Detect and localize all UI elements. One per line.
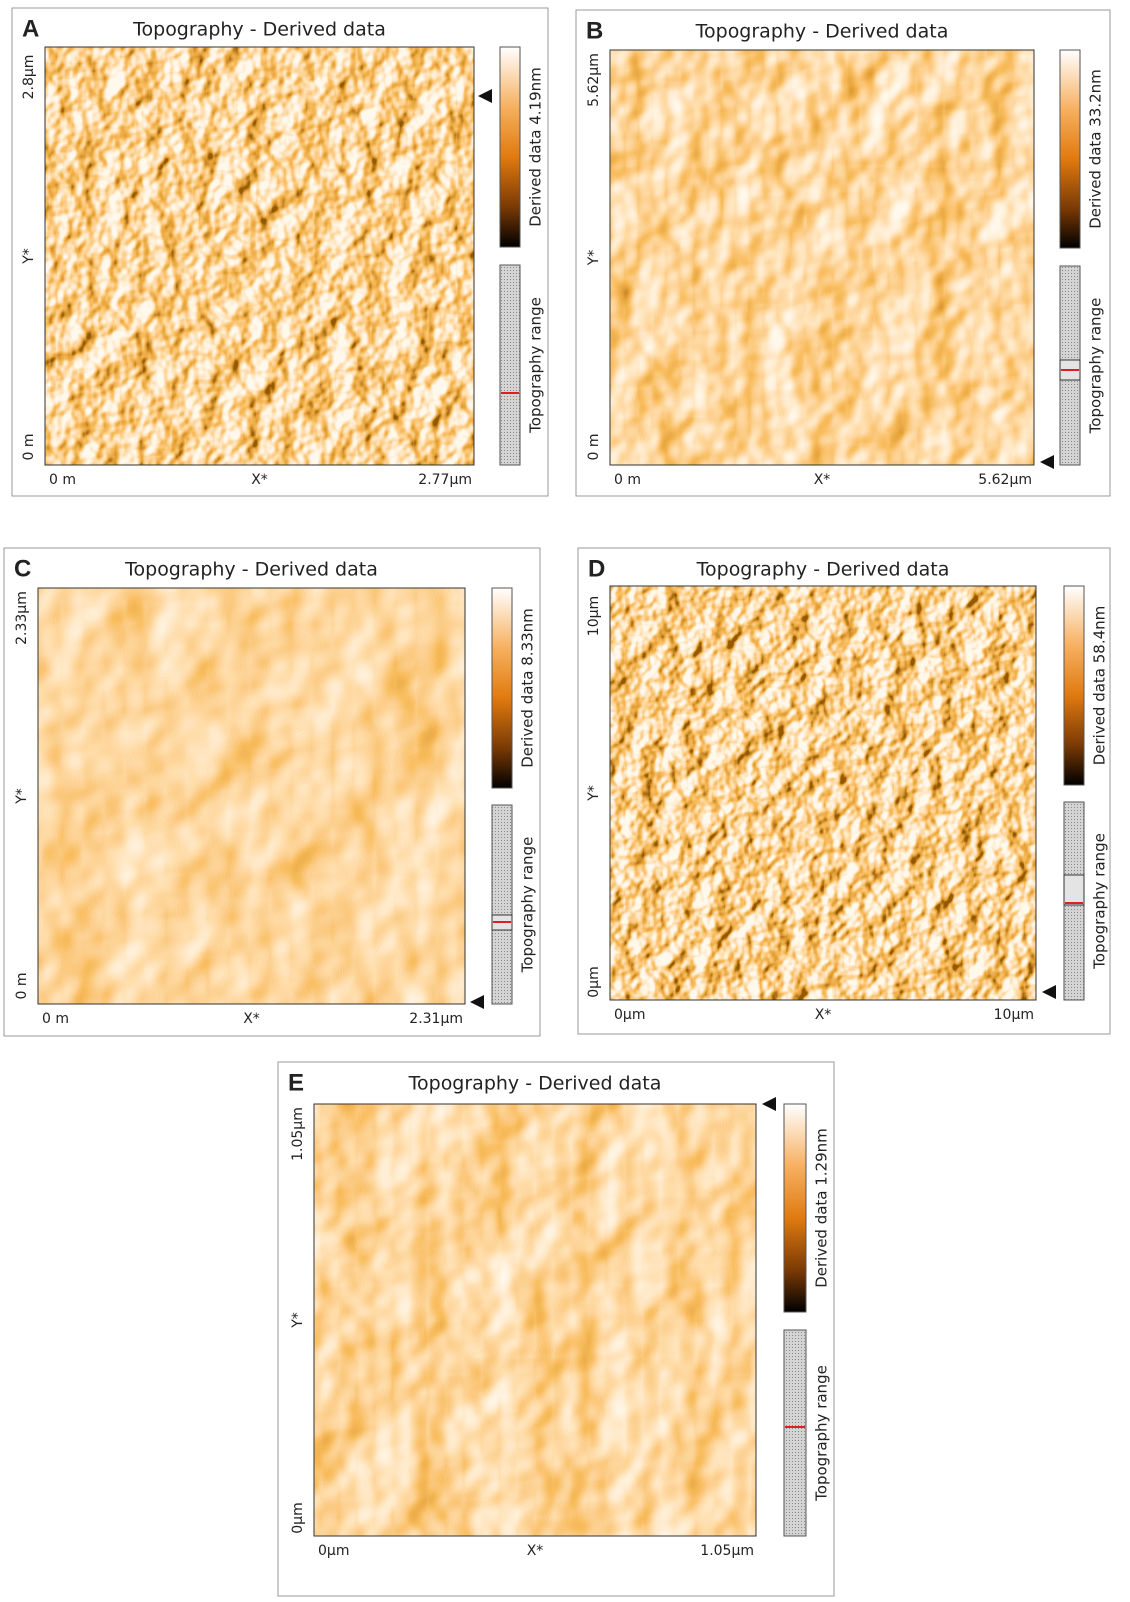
y-axis-label: 10µm <box>586 596 602 636</box>
range-bar <box>783 1329 807 1537</box>
panel: C Topography - Derived data 2.33µm Y* 0 m 0 m… <box>3 547 541 1037</box>
y-axis-label: 2.8µm <box>21 55 37 100</box>
panel-label: A <box>22 15 39 42</box>
image-border <box>609 49 1035 466</box>
colorbar <box>783 1103 807 1313</box>
y-axis-label: 0 m <box>21 434 37 461</box>
x-axis-label: 1.05µm <box>700 1543 754 1559</box>
y-axis-label: Y* <box>14 788 30 805</box>
afm-image <box>45 47 474 465</box>
range-label: Topography range <box>1087 298 1105 435</box>
y-axis-label: 0 m <box>586 434 602 461</box>
x-axis-label: 0µm <box>614 1007 645 1023</box>
y-axis-label: 0µm <box>586 966 602 997</box>
panel: E Topography - Derived data 1.05µm Y* 0µm 0µm… <box>277 1061 835 1597</box>
x-axis-label: 0 m <box>42 1011 69 1027</box>
panel-title: Topography - Derived data <box>695 21 949 43</box>
x-axis-label: X* <box>815 1007 832 1023</box>
y-axis-label: Y* <box>586 250 602 267</box>
y-axis-label: Y* <box>290 1312 306 1329</box>
y-axis-label: 0µm <box>290 1502 306 1533</box>
colorbar <box>499 46 521 248</box>
y-axis-label: 5.62µm <box>586 53 602 107</box>
colorbar-label: Derived data 1.29nm <box>813 1128 831 1288</box>
range-window <box>1063 874 1085 906</box>
x-axis-label: X* <box>243 1011 260 1027</box>
x-axis-label: 0µm <box>318 1543 349 1559</box>
panel: A Topography - Derived data 2.8µm Y* 0 m 0 m X… <box>11 7 549 497</box>
x-axis-label: 10µm <box>994 1007 1034 1023</box>
panel-label: E <box>288 1069 304 1096</box>
y-axis-label: Y* <box>586 785 602 802</box>
y-axis-label: Y* <box>21 248 37 265</box>
colorbar-label: Derived data 58.4nm <box>1091 606 1109 766</box>
x-axis-label: 2.77µm <box>418 472 472 488</box>
range-label: Topography range <box>813 1365 831 1502</box>
range-label: Topography range <box>1091 833 1109 970</box>
image-border <box>609 585 1037 1001</box>
range-label: Topography range <box>519 837 537 974</box>
range-bar <box>491 804 513 1005</box>
image-border <box>313 1103 757 1537</box>
panel-title: Topography - Derived data <box>132 19 386 41</box>
range-arrow <box>762 1097 776 1111</box>
panel-label: C <box>14 555 31 582</box>
range-arrow <box>478 89 492 103</box>
x-axis-label: X* <box>527 1543 544 1559</box>
panel-label: D <box>588 555 605 582</box>
x-axis-label: 0 m <box>614 472 641 488</box>
range-arrow <box>1042 985 1056 999</box>
y-axis-label: 0 m <box>14 973 30 1000</box>
y-axis-label: 1.05µm <box>290 1107 306 1161</box>
afm-image <box>38 588 465 1004</box>
range-arrow <box>470 995 484 1009</box>
colorbar-label: Derived data 8.33nm <box>519 608 537 768</box>
x-axis-label: 0 m <box>49 472 76 488</box>
colorbar <box>1059 49 1081 249</box>
range-label: Topography range <box>527 297 545 434</box>
panel-title: Topography - Derived data <box>696 559 950 581</box>
y-axis-label: 2.33µm <box>14 591 30 645</box>
colorbar-label: Derived data 33.2nm <box>1087 69 1105 229</box>
panel: B Topography - Derived data 5.62µm Y* 0 m 0 m… <box>575 9 1111 497</box>
range-bar <box>499 264 521 466</box>
image-border <box>37 587 466 1005</box>
panel: D Topography - Derived data 10µm Y* 0µm 0µm X*… <box>577 547 1111 1035</box>
x-axis-label: X* <box>814 472 831 488</box>
colorbar <box>491 587 513 789</box>
afm-image <box>610 586 1036 1000</box>
panel-label: B <box>586 17 603 44</box>
panel-title: Topography - Derived data <box>408 1073 662 1095</box>
x-axis-label: X* <box>251 472 268 488</box>
x-axis-label: 5.62µm <box>978 472 1032 488</box>
afm-image <box>610 50 1034 465</box>
colorbar-label: Derived data 4.19nm <box>527 67 545 227</box>
colorbar <box>1063 585 1085 786</box>
afm-image <box>314 1104 756 1536</box>
panel-title: Topography - Derived data <box>124 559 378 581</box>
x-axis-label: 2.31µm <box>409 1011 463 1027</box>
image-border <box>44 46 475 466</box>
range-arrow <box>1040 455 1054 469</box>
